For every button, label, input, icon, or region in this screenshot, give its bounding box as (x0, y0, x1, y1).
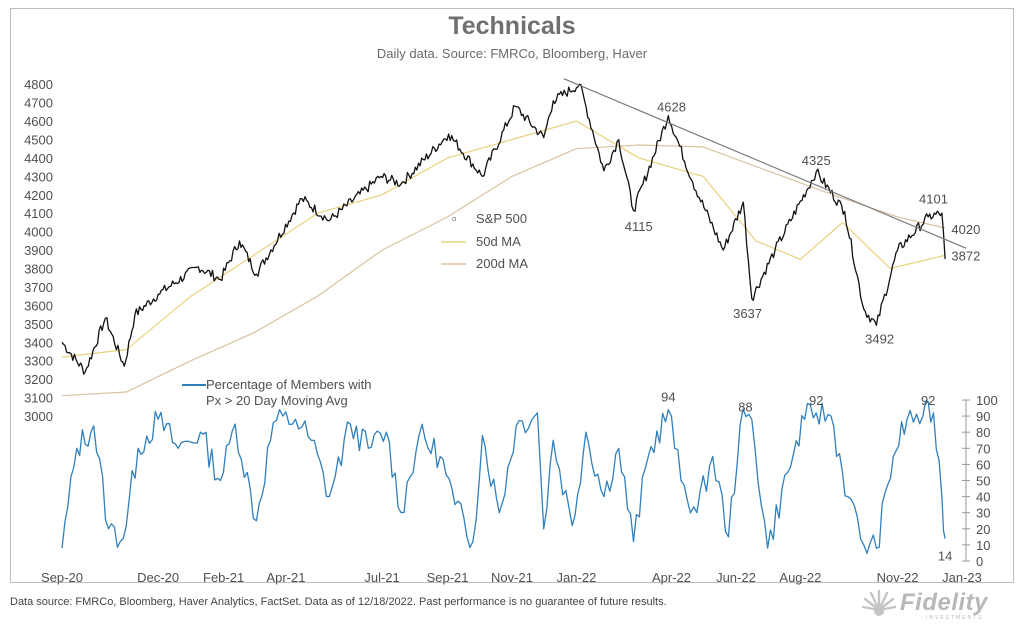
x-tick-label: Aug-22 (779, 570, 821, 585)
x-tick-label: Jun-22 (716, 570, 756, 585)
resistance-trendline (563, 78, 967, 249)
legend-breadth-label-line1: Percentage of Members with (206, 377, 371, 392)
legend-sp500-label: S&P 500 (476, 211, 527, 226)
sp500-line (61, 83, 946, 375)
price-tick-label: 4600 (24, 114, 53, 129)
breadth-line (61, 400, 946, 554)
breadth-tick-label: 100 (976, 393, 998, 408)
price-annotation-3492: 3492 (865, 332, 894, 347)
breadth-annotation-94: 94 (661, 390, 675, 405)
price-annotation-3872: 3872 (951, 249, 980, 264)
breadth-annotation-92: 92 (809, 393, 823, 408)
price-tick-label: 4800 (24, 77, 53, 92)
price-annotation-4115: 4115 (625, 219, 653, 234)
price-tick-label: 4300 (24, 169, 53, 184)
price-tick-label: 3000 (24, 409, 53, 424)
fidelity-logo-subtext: INVESTMENTS (926, 615, 984, 621)
x-tick-label: Feb-21 (203, 570, 244, 585)
x-tick-label: Nov-21 (491, 570, 533, 585)
breadth-tick-label: 80 (976, 425, 990, 440)
chart-frame (10, 8, 1014, 583)
footnote: Data source: FMRCo, Bloomberg, Haver Ana… (10, 596, 667, 608)
price-annotation-4020: 4020 (951, 222, 980, 237)
x-tick-label: Sep-20 (41, 570, 83, 585)
technicals-chart: 3000 3100 3200 3300 3400 3500 3600 3700 3800 3900… (24, 77, 998, 585)
breadth-tick-label: 60 (976, 457, 990, 472)
breadth-tick-label: 20 (976, 522, 990, 537)
legend-sp500-marker: ▫ (452, 211, 457, 226)
fidelity-logo-text: Fidelity (900, 589, 989, 616)
price-tick-label: 4400 (24, 151, 53, 166)
price-y-axis: 3000 3100 3200 3300 3400 3500 3600 3700 3800 3900… (24, 77, 53, 424)
legend-200d-label: 200d MA (476, 256, 528, 271)
breadth-tick-label: 50 (976, 474, 990, 489)
annotation-layer: 4628 4115 3637 4325 3492 4101 4020 3872 94 88 92 92… (625, 99, 981, 563)
price-annotation-3637: 3637 (733, 306, 762, 321)
breadth-tick-label: 40 (976, 490, 990, 505)
x-tick-label: Jan-23 (942, 570, 982, 585)
breadth-annotation-14: 14 (938, 548, 952, 563)
price-tick-label: 3200 (24, 372, 53, 387)
fidelity-logo: Fidelity INVESTMENTS (862, 588, 1012, 622)
legend-breadth-label-line2: Px > 20 Day Moving Avg (206, 393, 348, 408)
breadth-annotation-92: 92 (921, 393, 935, 408)
breadth-tick-label: 90 (976, 409, 990, 424)
fidelity-sunburst-icon (862, 589, 896, 616)
breadth-annotation-88: 88 (738, 399, 752, 414)
ma200-line (61, 144, 946, 397)
price-tick-label: 3600 (24, 298, 53, 313)
breadth-tick-label: 10 (976, 538, 990, 553)
price-tick-label: 4500 (24, 133, 53, 148)
x-tick-label: Dec-20 (137, 570, 179, 585)
breadth-tick-label: 70 (976, 441, 990, 456)
series-layer (61, 78, 967, 554)
price-tick-label: 4700 (24, 96, 53, 111)
price-annotation-4101: 4101 (919, 191, 948, 206)
price-tick-label: 4000 (24, 225, 53, 240)
x-tick-label: Apr-21 (266, 570, 305, 585)
x-tick-label: Nov-22 (877, 570, 919, 585)
x-tick-label: Jan-22 (557, 570, 597, 585)
chart-title: Technicals (448, 12, 576, 40)
price-annotation-4325: 4325 (802, 153, 831, 168)
price-tick-label: 3100 (24, 391, 53, 406)
price-legend: ▫ S&P 500 50d MA 200d MA (441, 211, 528, 271)
x-tick-label: Sep-21 (427, 570, 469, 585)
x-tick-label: Apr-22 (652, 570, 691, 585)
x-tick-label: Jul-21 (364, 570, 399, 585)
price-tick-label: 4100 (24, 206, 53, 221)
price-tick-label: 3500 (24, 317, 53, 332)
price-tick-label: 3800 (24, 262, 53, 277)
breadth-tick-label: 0 (976, 554, 983, 569)
price-tick-label: 3900 (24, 243, 53, 258)
price-annotation-4628: 4628 (657, 99, 686, 114)
price-tick-label: 3300 (24, 354, 53, 369)
price-tick-label: 3700 (24, 280, 53, 295)
breadth-tick-label: 30 (976, 506, 990, 521)
price-tick-label: 4200 (24, 188, 53, 203)
legend-50d-label: 50d MA (476, 234, 521, 249)
x-axis: Sep-20 Dec-20 Feb-21 Apr-21 Jul-21 Sep-21 Nov-… (41, 570, 982, 585)
price-tick-label: 3400 (24, 335, 53, 350)
breadth-legend: Percentage of Members with Px > 20 Day M… (182, 377, 371, 408)
chart-subtitle: Daily data. Source: FMRCo, Bloomberg, Ha… (376, 46, 648, 61)
